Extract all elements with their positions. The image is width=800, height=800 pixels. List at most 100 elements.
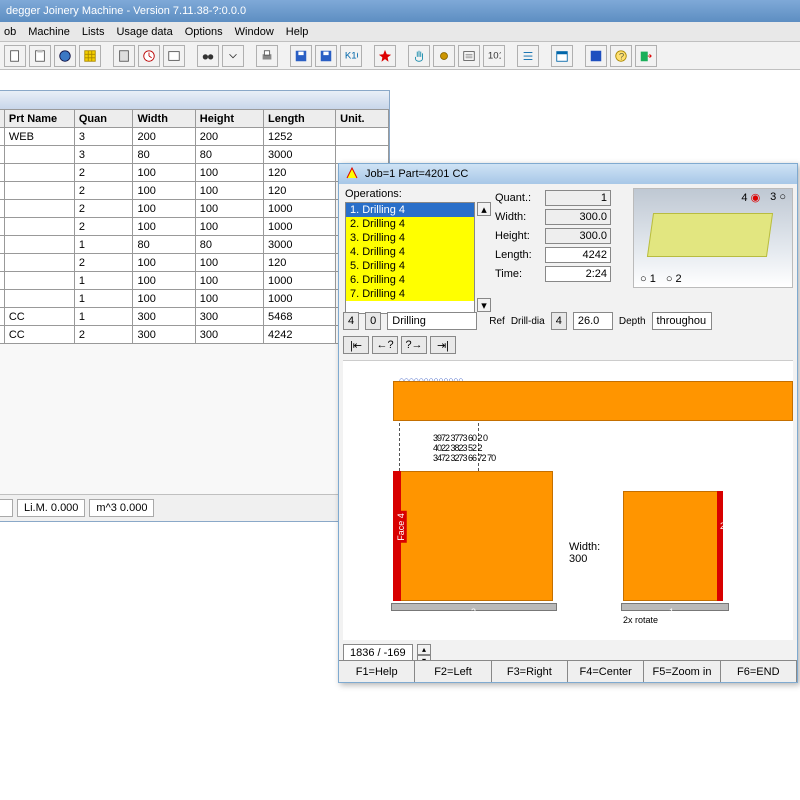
tool-binoculars-icon[interactable] — [197, 45, 219, 67]
ops-scroll-down-icon[interactable]: ▾ — [477, 298, 491, 312]
nav-last-icon[interactable]: ⇥| — [430, 336, 456, 354]
menu-help[interactable]: Help — [286, 26, 309, 38]
tool-blue-icon[interactable] — [585, 45, 607, 67]
tool-clipboard-icon[interactable] — [29, 45, 51, 67]
table-row[interactable]: 11942100100120 — [0, 182, 389, 200]
face2-label: 2 — [720, 521, 725, 531]
preview-3d[interactable]: 4 ◉ 3 ○ ○ 1 ○ 2 — [633, 188, 793, 288]
tool-gears-icon[interactable] — [433, 45, 455, 67]
operation-item[interactable]: 1. Drilling 4 — [346, 203, 474, 217]
table-row[interactable]: 11942100100120 — [0, 164, 389, 182]
table-row[interactable]: 1193380803000 — [0, 146, 389, 164]
drill-dia-field[interactable]: 26.0 — [573, 312, 613, 330]
col-width[interactable]: Width — [133, 110, 195, 128]
operation-item[interactable]: 4. Drilling 4 — [346, 245, 474, 259]
operation-item[interactable]: 7. Drilling 4 — [346, 287, 474, 301]
f2-left[interactable]: F2=Left — [415, 661, 491, 682]
menu-lists[interactable]: Lists — [82, 26, 105, 38]
tool-doc-icon[interactable] — [4, 45, 26, 67]
svg-text:1010: 1010 — [488, 50, 501, 61]
col-length[interactable]: Length — [264, 110, 336, 128]
tool-print-icon[interactable] — [256, 45, 278, 67]
tool-help-icon[interactable]: ? — [610, 45, 632, 67]
height-field[interactable] — [545, 228, 611, 244]
operation-item[interactable]: 3. Drilling 4 — [346, 231, 474, 245]
dim-2: 4022 3823 52 2 — [433, 443, 482, 453]
tool-star-icon[interactable] — [374, 45, 396, 67]
nav-first-icon[interactable]: |⇤ — [343, 336, 369, 354]
f4-center[interactable]: F4=Center — [568, 661, 644, 682]
tool-calendar-icon[interactable] — [551, 45, 573, 67]
menu-window[interactable]: Window — [235, 26, 274, 38]
tool-list-icon[interactable] — [458, 45, 480, 67]
menu-options[interactable]: Options — [185, 26, 223, 38]
width-field[interactable] — [545, 209, 611, 225]
menu-usage-data[interactable]: Usage data — [116, 26, 172, 38]
nav-next-icon[interactable]: ?→ — [401, 336, 427, 354]
radio-1[interactable]: ○ 1 — [640, 273, 656, 285]
tool-sheet-icon[interactable] — [163, 45, 185, 67]
width-label: Width: — [495, 211, 541, 223]
ref-a[interactable]: 4 — [343, 312, 359, 330]
tool-hand-icon[interactable] — [408, 45, 430, 67]
col-prt-name[interactable]: Prt Name — [4, 110, 74, 128]
beam-top — [393, 381, 793, 421]
tool-save2-icon[interactable] — [315, 45, 337, 67]
tool-settings-icon[interactable] — [517, 45, 539, 67]
radio-4[interactable]: 4 ◉ — [741, 191, 760, 204]
main-title: degger Joinery Machine - Version 7.11.38… — [6, 5, 246, 17]
rotate-label: 2x rotate — [623, 615, 658, 625]
app-icon — [345, 166, 359, 183]
tool-save-icon[interactable] — [290, 45, 312, 67]
radio-2[interactable]: ○ 2 — [666, 273, 682, 285]
status-lim: Li.M. 0.000 — [17, 499, 85, 517]
radio-3[interactable]: 3 ○ — [770, 191, 786, 204]
time-field[interactable] — [545, 266, 611, 282]
col-height[interactable]: Height — [195, 110, 263, 128]
ref-d[interactable]: 4 — [551, 312, 567, 330]
length-label: Length: — [495, 249, 541, 261]
ref-op[interactable]: Drilling — [387, 312, 477, 330]
svg-text:?: ? — [619, 51, 624, 62]
table-row[interactable]: 1WEB32002001252 — [0, 128, 389, 146]
table-row[interactable]: 111001001000 — [0, 290, 389, 308]
table-row[interactable]: 4201CC23003004242 — [0, 326, 389, 344]
table-row[interactable]: 11942100100120 — [0, 254, 389, 272]
operations-list[interactable]: 1. Drilling 42. Drilling 43. Drilling 44… — [345, 202, 475, 314]
operation-item[interactable]: 5. Drilling 4 — [346, 259, 474, 273]
depth-field[interactable]: throughou — [652, 312, 712, 330]
quant-field[interactable] — [545, 190, 611, 206]
col-quan[interactable]: Quan — [74, 110, 133, 128]
depth-label: Depth — [619, 316, 646, 327]
table-row[interactable]: 1193180803000 — [0, 236, 389, 254]
tool-globe-icon[interactable] — [54, 45, 76, 67]
tool-exit-icon[interactable] — [635, 45, 657, 67]
f5-zoom-in[interactable]: F5=Zoom in — [644, 661, 720, 682]
tool-k10-icon[interactable]: K10 — [340, 45, 362, 67]
table-row[interactable]: 121001001000 — [0, 200, 389, 218]
tool-clock-icon[interactable] — [138, 45, 160, 67]
table-row[interactable]: 111001001000 — [0, 272, 389, 290]
ref-b[interactable]: 0 — [365, 312, 381, 330]
menu-ob[interactable]: ob — [4, 26, 16, 38]
f6-end[interactable]: F6=END — [721, 661, 797, 682]
part-detail-titlebar[interactable]: Job=1 Part=4201 CC — [339, 164, 797, 184]
drawing-area[interactable]: ○○○○○○○○○○○○○ 3972 3773 60 2 0 4022 3823… — [343, 360, 793, 640]
parts-list-header[interactable]: st — [0, 91, 389, 109]
tool-calc-icon[interactable] — [113, 45, 135, 67]
f3-right[interactable]: F3=Right — [492, 661, 568, 682]
function-keys: F1=Help F2=Left F3=Right F4=Center F5=Zo… — [339, 660, 797, 682]
col-unit[interactable]: Unit. — [336, 110, 389, 128]
tool-binary-icon[interactable]: 1010 — [483, 45, 505, 67]
f1-help[interactable]: F1=Help — [339, 661, 415, 682]
nav-prev-icon[interactable]: ←? — [372, 336, 398, 354]
operation-item[interactable]: 6. Drilling 4 — [346, 273, 474, 287]
length-field[interactable] — [545, 247, 611, 263]
tool-grid-icon[interactable] — [79, 45, 101, 67]
operation-item[interactable]: 2. Drilling 4 — [346, 217, 474, 231]
tool-dropdown-icon[interactable] — [222, 45, 244, 67]
table-row[interactable]: 121001001000 — [0, 218, 389, 236]
ops-scroll-up-icon[interactable]: ▴ — [477, 202, 491, 216]
menu-machine[interactable]: Machine — [28, 26, 70, 38]
table-row[interactable]: 437CC13003005468 — [0, 308, 389, 326]
